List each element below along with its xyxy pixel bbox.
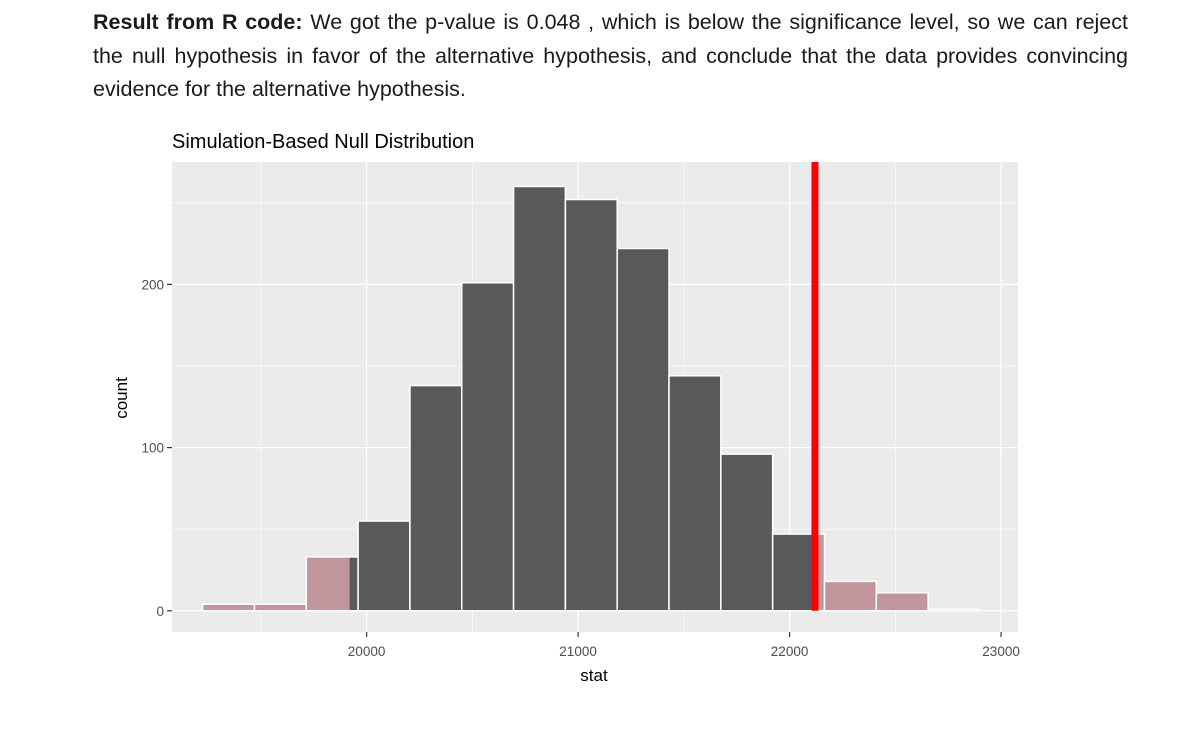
histogram-bar: [358, 521, 410, 611]
histogram-bar: [513, 186, 566, 611]
histogram-bar-outline: [927, 608, 981, 612]
histogram-bar: [824, 581, 877, 611]
result-text: We got the p-value is 0.048 , which is b…: [93, 10, 1128, 101]
histogram-bar: [306, 556, 359, 611]
histogram-bar: [720, 454, 773, 611]
histogram-bar-shaded-part: [814, 534, 825, 611]
histogram-bar: [461, 282, 514, 611]
histogram-bar: [202, 604, 255, 611]
result-label: Result from R code:: [93, 10, 303, 34]
histogram-bar-outline: [771, 533, 826, 612]
histogram-bar: [876, 592, 929, 611]
x-axis-label: stat: [580, 666, 608, 685]
y-tick-label: 200: [141, 277, 164, 292]
histogram-bar: [565, 199, 618, 611]
histogram-bar: [669, 375, 721, 611]
y-tick-label: 0: [156, 604, 164, 619]
histogram-bar-outline: [875, 592, 929, 612]
y-tick-label: 100: [141, 441, 164, 456]
histogram-bar-outline: [720, 453, 774, 612]
result-paragraph: Result from R code: We got the p-value i…: [93, 6, 1128, 107]
x-axis: 20000 21000 22000 23000: [348, 632, 1020, 659]
x-tick-label: 20000: [348, 644, 386, 659]
histogram-bar: [409, 385, 462, 611]
x-tick-label: 23000: [982, 644, 1020, 659]
x-tick-label: 21000: [559, 644, 597, 659]
histogram-bar: [254, 604, 307, 611]
chart-title: Simulation-Based Null Distribution: [172, 131, 474, 153]
histogram-bar-unshaded-part: [349, 556, 359, 611]
y-axis-label: count: [112, 377, 131, 419]
x-tick-label: 22000: [771, 644, 809, 659]
histogram-bar: [928, 609, 980, 611]
y-axis: 0 100 200: [141, 277, 172, 619]
histogram-bar: [617, 248, 670, 611]
